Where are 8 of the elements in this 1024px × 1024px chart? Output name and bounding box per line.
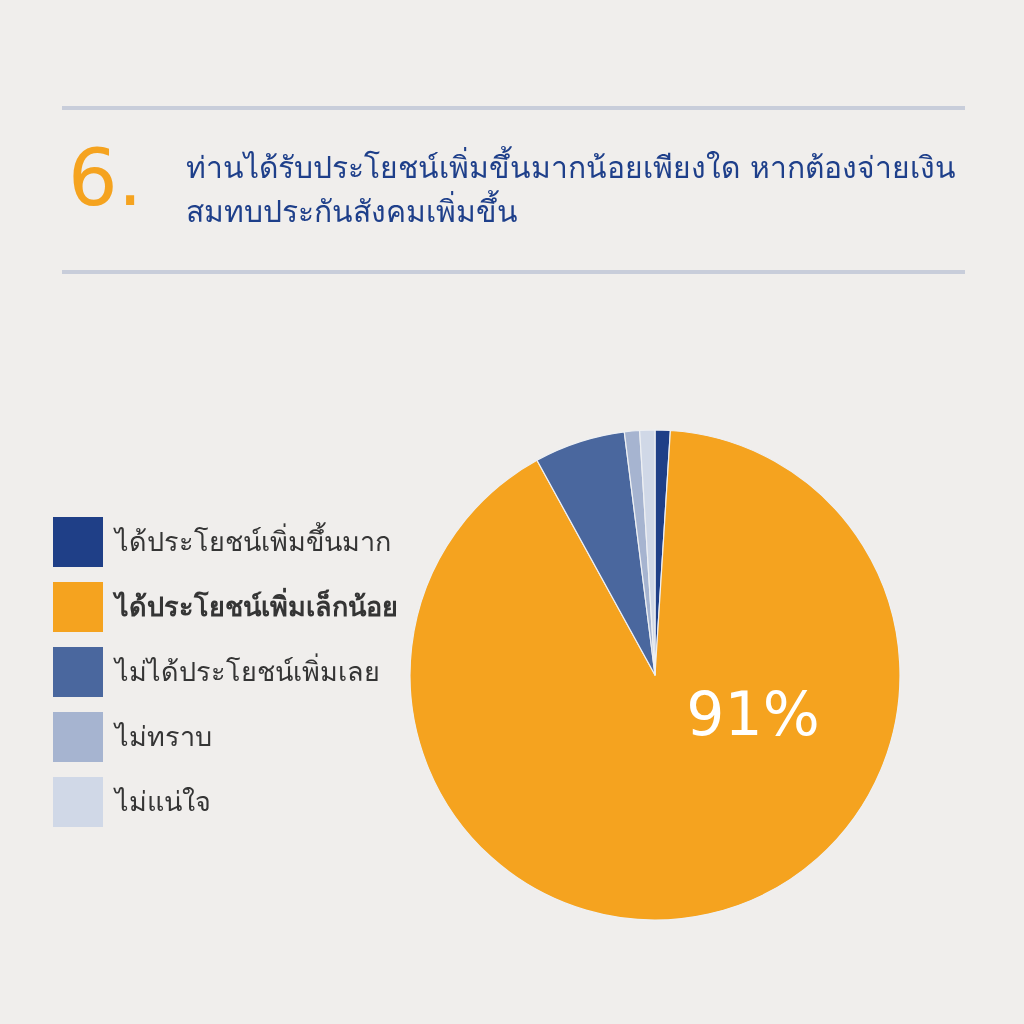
legend-label: ได้ประโยชน์เพิ่มขึ้นมาก bbox=[115, 521, 391, 559]
legend-label: ไม่ได้ประโยชน์เพิ่มเลย bbox=[115, 652, 380, 689]
pie-slice bbox=[409, 429, 901, 921]
chart-title: ท่านได้รับประโยชน์เพิ่มขึ้นมากน้อยเพียงใด หากต้องจ่ายเงินสมทบประกันสังคมเพิ่มขึ้น bbox=[186, 146, 957, 231]
legend-label: ไม่แน่ใจ bbox=[115, 785, 211, 819]
text: 6. bbox=[68, 132, 143, 225]
legend-label: ไม่ทราบ bbox=[115, 720, 212, 754]
data-label: 91% bbox=[685, 678, 821, 752]
